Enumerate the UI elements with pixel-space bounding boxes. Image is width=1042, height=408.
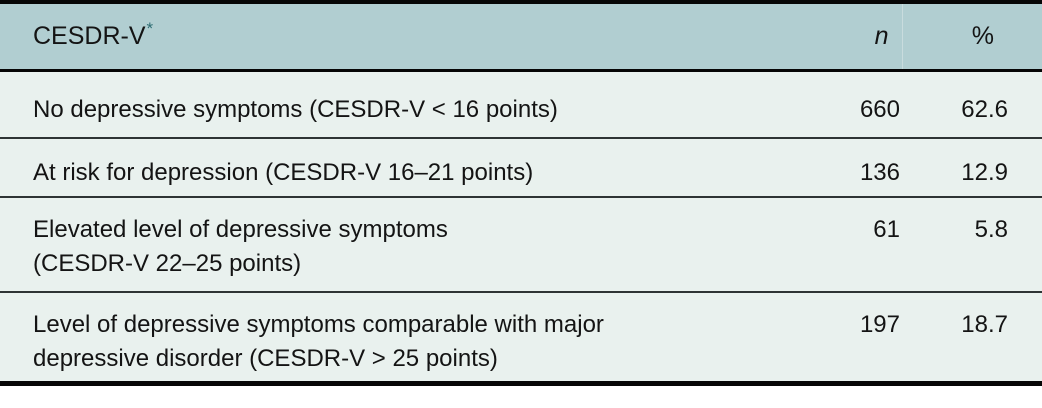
- table-row: At risk for depression (CESDR-V 16–21 po…: [0, 138, 1042, 197]
- table-row: No depressive symptoms (CESDR-V < 16 poi…: [0, 70, 1042, 138]
- row-n-value: 197: [859, 311, 900, 338]
- row-label: No depressive symptoms (CESDR-V < 16 poi…: [33, 95, 558, 123]
- header-cesdr-label: CESDR-V: [33, 21, 146, 50]
- row-percent-value: 5.8: [974, 216, 1008, 243]
- row-percent-value: 62.6: [961, 95, 1008, 123]
- header-cell-n: n: [792, 2, 902, 72]
- table-row: Level of depressive symptoms comparable …: [0, 292, 1042, 383]
- cesdr-results-table: CESDR-V* n % No depressive symptoms (CES…: [0, 0, 1042, 386]
- header-cell-percent: %: [901, 2, 1042, 72]
- row-n-value: 136: [859, 159, 900, 186]
- header-cell-cesdr: CESDR-V*: [0, 2, 792, 72]
- row-n-value: 660: [859, 95, 900, 123]
- row-label: Level of depressive symptoms comparable …: [33, 311, 604, 372]
- table-row: Elevated level of depressive symptoms (C…: [0, 197, 1042, 292]
- row-n-value: 61: [873, 216, 900, 243]
- row-label: Elevated level of depressive symptoms (C…: [33, 216, 448, 277]
- footnote-asterisk: *: [146, 19, 154, 39]
- row-percent-value: 18.7: [961, 311, 1008, 338]
- row-percent-value: 12.9: [961, 159, 1008, 186]
- header-row: CESDR-V* n %: [0, 2, 1042, 72]
- row-label: At risk for depression (CESDR-V 16–21 po…: [33, 159, 534, 186]
